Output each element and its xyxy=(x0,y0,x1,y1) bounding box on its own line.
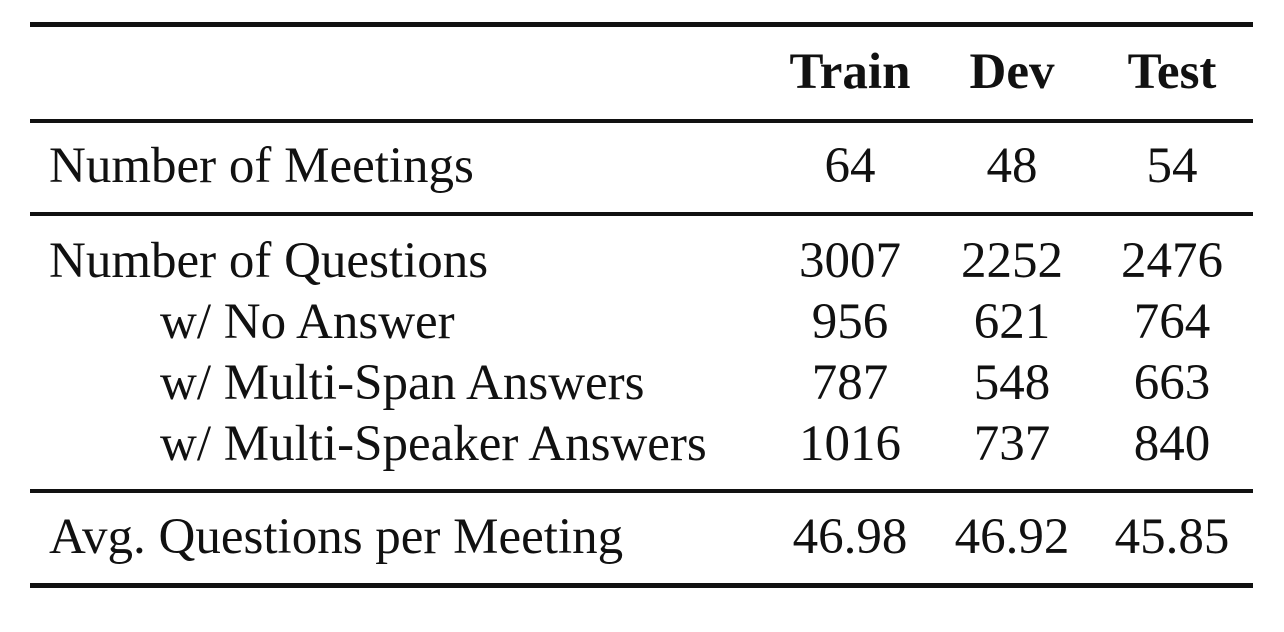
cell-meetings-test: 54 xyxy=(1146,138,1198,194)
cell-no-answer-test: 764 xyxy=(1133,294,1211,350)
cell-questions-dev: 2252 xyxy=(961,233,1063,289)
row-label-average: Avg. Questions per Meeting xyxy=(49,509,624,565)
cell-multi-span-train: 787 xyxy=(811,355,889,411)
row-label-multi-span: w/ Multi-Span Answers xyxy=(160,355,645,411)
section-rule-1 xyxy=(30,212,1253,216)
header-dev: Dev xyxy=(969,44,1055,100)
cell-meetings-dev: 48 xyxy=(986,138,1038,194)
cell-multi-speaker-test: 840 xyxy=(1133,416,1211,472)
row-label-questions: Number of Questions xyxy=(49,233,489,289)
cell-no-answer-train: 956 xyxy=(811,294,889,350)
header-train: Train xyxy=(789,44,911,100)
cell-multi-speaker-train: 1016 xyxy=(799,416,901,472)
header-test: Test xyxy=(1127,44,1217,100)
header-rule xyxy=(30,119,1253,123)
cell-average-test: 45.85 xyxy=(1114,509,1230,565)
row-label-no-answer: w/ No Answer xyxy=(160,294,455,350)
cell-average-train: 46.98 xyxy=(792,509,908,565)
section-rule-2 xyxy=(30,489,1253,493)
cell-no-answer-dev: 621 xyxy=(973,294,1051,350)
cell-multi-span-dev: 548 xyxy=(973,355,1051,411)
cell-questions-test: 2476 xyxy=(1121,233,1223,289)
cell-multi-span-test: 663 xyxy=(1133,355,1211,411)
top-rule xyxy=(30,22,1253,27)
cell-meetings-train: 64 xyxy=(824,138,876,194)
cell-multi-speaker-dev: 737 xyxy=(973,416,1051,472)
row-label-multi-speaker: w/ Multi-Speaker Answers xyxy=(160,416,707,472)
bottom-rule xyxy=(30,583,1253,588)
cell-average-dev: 46.92 xyxy=(954,509,1070,565)
row-label-meetings: Number of Meetings xyxy=(49,138,474,194)
cell-questions-train: 3007 xyxy=(799,233,901,289)
